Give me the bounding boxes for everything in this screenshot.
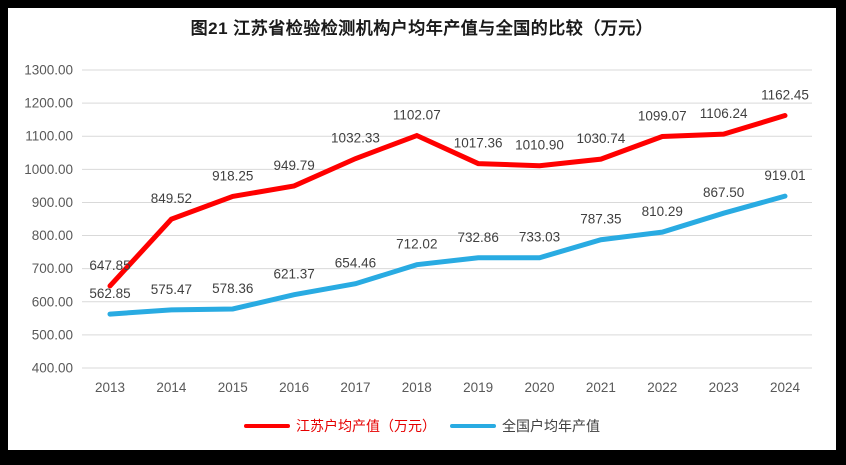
- data-label: 1017.36: [454, 136, 503, 151]
- data-label: 919.01: [764, 168, 805, 183]
- x-axis-tick-label: 2015: [218, 380, 248, 395]
- data-label: 1099.07: [638, 109, 687, 124]
- data-label: 1030.74: [577, 131, 626, 146]
- x-axis-tick-label: 2020: [525, 380, 555, 395]
- data-label: 849.52: [151, 191, 192, 206]
- x-axis-tick-label: 2013: [95, 380, 125, 395]
- data-label: 867.50: [703, 185, 744, 200]
- chart-title: 图21 江苏省检验检测机构户均年产值与全国的比较（万元）: [190, 19, 654, 38]
- data-label: 712.02: [396, 237, 437, 252]
- data-label: 1032.33: [331, 131, 380, 146]
- data-label: 654.46: [335, 256, 376, 271]
- data-label: 621.37: [273, 267, 314, 282]
- legend: 江苏户均产值（万元） 全国户均年产值: [8, 416, 836, 436]
- legend-item-national: 全国户均年产值: [450, 416, 600, 436]
- y-axis-tick-label: 1200.00: [24, 96, 73, 111]
- chart-panel: 图21 江苏省检验检测机构户均年产值与全国的比较（万元） 400.00 500.0…: [8, 8, 836, 450]
- y-axis-tick-label: 900.00: [32, 195, 73, 210]
- data-label: 733.03: [519, 230, 560, 245]
- data-label: 732.86: [458, 230, 499, 245]
- data-label: 810.29: [642, 204, 683, 219]
- x-axis-tick-label: 2022: [647, 380, 677, 395]
- data-label: 1010.90: [515, 138, 564, 153]
- y-axis-tick-label: 700.00: [32, 261, 73, 276]
- legend-label-jiangsu: 江苏户均产值（万元）: [296, 418, 436, 434]
- series-line-0: [107, 113, 788, 289]
- data-label: 949.79: [273, 158, 314, 173]
- data-label: 787.35: [580, 212, 621, 227]
- legend-label-national: 全国户均年产值: [502, 418, 600, 434]
- x-axis-tick-label: 2023: [709, 380, 739, 395]
- data-label: 918.25: [212, 168, 253, 183]
- y-axis-tick-label: 1300.00: [24, 63, 73, 78]
- y-axis-tick-label: 1100.00: [25, 129, 73, 144]
- x-axis-tick-label: 2014: [156, 380, 187, 395]
- national-line-swatch-icon: [450, 424, 496, 428]
- y-axis-tick-label: 500.00: [32, 327, 73, 342]
- data-label: 575.47: [151, 282, 192, 297]
- y-axis-tick-label: 800.00: [32, 228, 73, 243]
- x-axis-tick-label: 2021: [586, 380, 616, 395]
- legend-item-jiangsu: 江苏户均产值（万元）: [244, 416, 436, 436]
- data-label: 578.36: [212, 281, 253, 296]
- data-label: 1106.24: [700, 106, 748, 121]
- x-axis-tick-label: 2017: [340, 380, 370, 395]
- x-axis-tick-label: 2024: [770, 380, 801, 395]
- x-axis-tick-label: 2018: [402, 380, 432, 395]
- data-label: 1162.45: [761, 88, 809, 103]
- data-label: 647.85: [89, 258, 130, 273]
- y-axis-tick-label: 1000.00: [24, 162, 73, 177]
- jiangsu-line-swatch-icon: [244, 424, 290, 428]
- x-axis-tick-label: 2019: [463, 380, 493, 395]
- data-label: 562.85: [89, 286, 130, 301]
- y-axis-tick-label: 400.00: [32, 361, 73, 376]
- x-axis-tick-label: 2016: [279, 380, 309, 395]
- data-label: 1102.07: [393, 108, 441, 123]
- series-line-1: [107, 193, 788, 317]
- y-axis-tick-label: 600.00: [32, 294, 73, 309]
